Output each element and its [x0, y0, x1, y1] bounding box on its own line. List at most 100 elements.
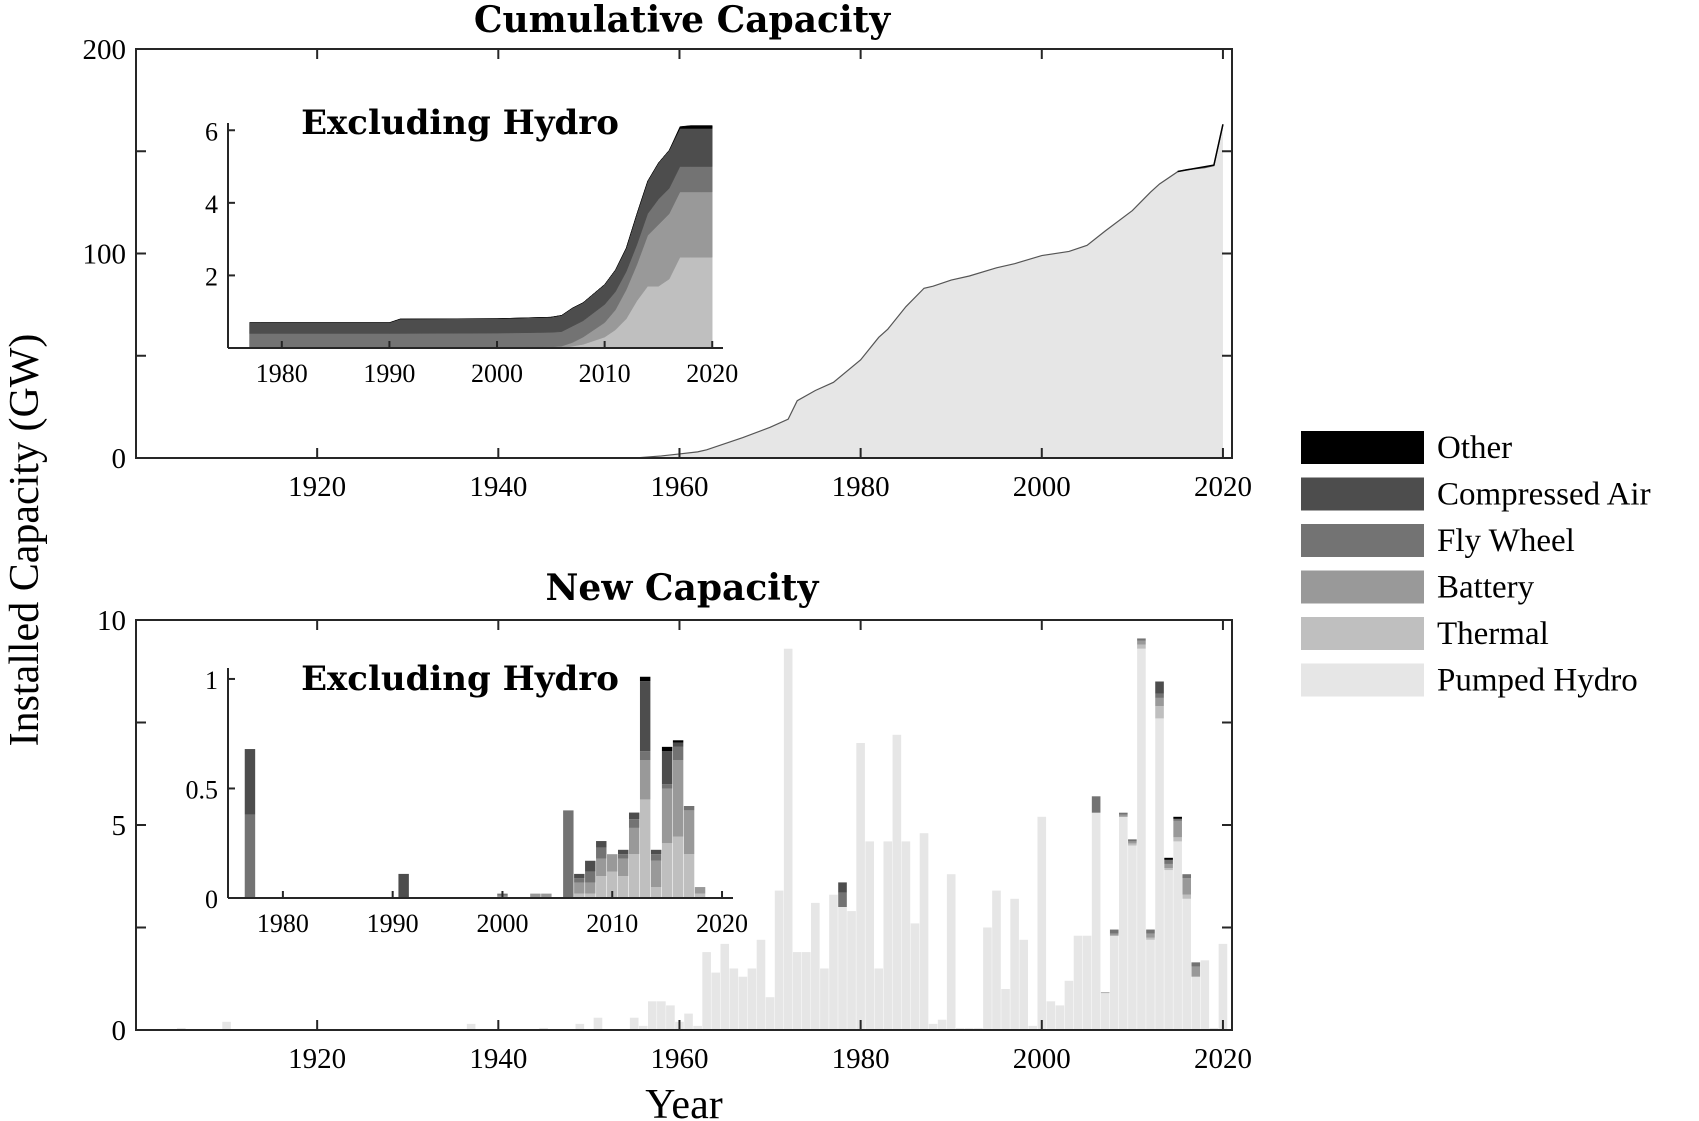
bar-pumped-hydro-1905 — [176, 1027, 186, 1030]
bar-fly-wheel-1977 — [244, 814, 256, 898]
bar-pumped-hydro-1994 — [983, 927, 992, 1030]
bar-other-2016 — [672, 740, 684, 743]
bar-pumped-hydro-2017 — [1191, 976, 1201, 1030]
x-tick-label: 1990 — [363, 359, 415, 388]
bar-fly-wheel-2007 — [574, 878, 585, 883]
bar-thermal-2014 — [650, 887, 662, 898]
new-capacity-title: New Capacity — [546, 567, 820, 609]
bar-compressed-air-1977 — [244, 749, 256, 815]
bar-pumped-hydro-1964 — [711, 972, 721, 1030]
bar-pumped-hydro-2014 — [1164, 870, 1173, 1030]
x-tick-label: 1940 — [469, 1043, 527, 1075]
bar-pumped-hydro-1999 — [1028, 1025, 1038, 1030]
bar-fly-wheel-2009 — [1119, 812, 1128, 815]
bar-pumped-hydro-1968 — [747, 968, 757, 1030]
y-tick-label: 0 — [205, 885, 218, 914]
bar-battery-2013 — [1155, 697, 1164, 707]
x-tick-label: 2010 — [579, 359, 631, 388]
bar-battery-2015 — [1173, 820, 1182, 838]
bar-pumped-hydro-1985 — [901, 841, 911, 1030]
bar-pumped-hydro-2016 — [1182, 898, 1192, 1030]
bar-pumped-hydro-2018 — [1200, 960, 1210, 1030]
bar-fly-wheel-2017 — [1191, 962, 1201, 967]
bar-pumped-hydro-1976 — [820, 968, 829, 1030]
bar-fly-wheel-2016 — [1182, 874, 1192, 879]
bar-fly-wheel-2015 — [1173, 818, 1182, 821]
bar-fly-wheel-2010 — [1128, 839, 1137, 842]
bar-thermal-2011 — [618, 876, 629, 898]
bar-fly-wheel-2015 — [661, 784, 673, 789]
bar-compressed-air-1991 — [398, 873, 409, 898]
bar-thermal-2016 — [1182, 894, 1192, 899]
x-tick-label: 2000 — [1013, 471, 1071, 503]
x-tick-label: 1980 — [256, 359, 308, 388]
bar-battery-2012 — [628, 827, 640, 855]
x-tick-label: 1940 — [469, 471, 527, 503]
bar-battery-2011 — [1137, 640, 1146, 645]
x-tick-label: 1960 — [650, 471, 708, 503]
bar-pumped-hydro-1955 — [629, 1017, 639, 1030]
bar-fly-wheel-2014 — [1164, 859, 1173, 864]
legend-label-battery: Battery — [1437, 570, 1535, 606]
bar-pumped-hydro-1995 — [992, 890, 1001, 1030]
bar-pumped-hydro-1937 — [466, 1023, 476, 1030]
bar-pumped-hydro-1986 — [910, 923, 920, 1030]
bar-compressed-air-2008 — [585, 860, 596, 872]
bar-fly-wheel-2011 — [618, 854, 629, 859]
y-axis-label: Installed Capacity (GW) — [2, 334, 48, 747]
bar-pumped-hydro-1969 — [756, 939, 766, 1030]
bar-thermal-2008 — [585, 893, 596, 898]
y-tick-label: 100 — [83, 239, 127, 271]
bar-thermal-2015 — [1173, 837, 1182, 842]
cumulative-inset: 1980 1990 2000 2010 2020 2 4 6 Excluding Hydro — [205, 103, 738, 388]
bar-pumped-hydro-1958 — [657, 1001, 666, 1030]
bar-pumped-hydro-1981 — [865, 841, 874, 1030]
x-tick-label: 2020 — [1194, 1043, 1252, 1075]
bar-battery-2010 — [1128, 841, 1137, 844]
bar-pumped-hydro-1979 — [847, 911, 856, 1030]
cumulative-title: Cumulative Capacity — [474, 0, 891, 41]
new-capacity-plot-area — [176, 638, 1228, 1030]
new-capacity-inset: 1980 1990 2000 2010 2020 0 0.5 1 Excluding Hydr… — [186, 659, 749, 938]
x-tick-label: 2020 — [686, 359, 738, 388]
bar-pumped-hydro-1974 — [801, 952, 811, 1030]
x-tick-label: 1980 — [257, 909, 309, 938]
bar-battery-2008 — [585, 882, 596, 894]
bar-pumped-hydro-1945 — [539, 1027, 548, 1030]
bar-pumped-hydro-1996 — [1001, 989, 1010, 1030]
bar-pumped-hydro-1983 — [883, 841, 893, 1030]
x-tick-label: 2020 — [1194, 471, 1252, 503]
legend-swatch-fly-wheel — [1301, 524, 1424, 557]
bar-thermal-2018 — [694, 893, 706, 898]
bar-compressed-air-2009 — [596, 841, 607, 848]
x-tick-label: 1960 — [650, 1043, 708, 1075]
bar-pumped-hydro-1949 — [575, 1023, 585, 1030]
bar-compressed-air-2007 — [574, 873, 585, 879]
bar-thermal-2012 — [628, 854, 640, 898]
x-tick-label: 1990 — [367, 909, 419, 938]
bar-fly-wheel-2006 — [563, 810, 574, 898]
x-tick-label: 2000 — [471, 359, 523, 388]
legend-label-other: Other — [1437, 430, 1512, 466]
bar-thermal-2010 — [1128, 843, 1137, 846]
bar-pumped-hydro-1965 — [720, 943, 730, 1030]
bar-fly-wheel-2006 — [1091, 796, 1101, 813]
bar-thermal-2016 — [672, 836, 684, 898]
bar-battery-2018 — [694, 887, 706, 894]
bar-pumped-hydro-1990 — [946, 874, 956, 1030]
y-tick-label: 4 — [205, 190, 218, 219]
bar-pumped-hydro-1978 — [838, 907, 847, 1030]
bar-battery-2016 — [1182, 878, 1192, 895]
bar-pumped-hydro-1988 — [928, 1023, 938, 1030]
bar-pumped-hydro-1961 — [684, 1013, 693, 1030]
bar-thermal-2010 — [607, 871, 618, 898]
bar-fly-wheel-2009 — [596, 847, 607, 859]
bar-battery-2010 — [607, 854, 618, 872]
bar-pumped-hydro-1951 — [593, 1017, 603, 1030]
bar-pumped-hydro-1957 — [647, 1001, 657, 1030]
area-other — [1177, 124, 1224, 173]
bar-battery-2013 — [639, 760, 651, 800]
bar-pumped-hydro-2011 — [1137, 648, 1146, 1030]
